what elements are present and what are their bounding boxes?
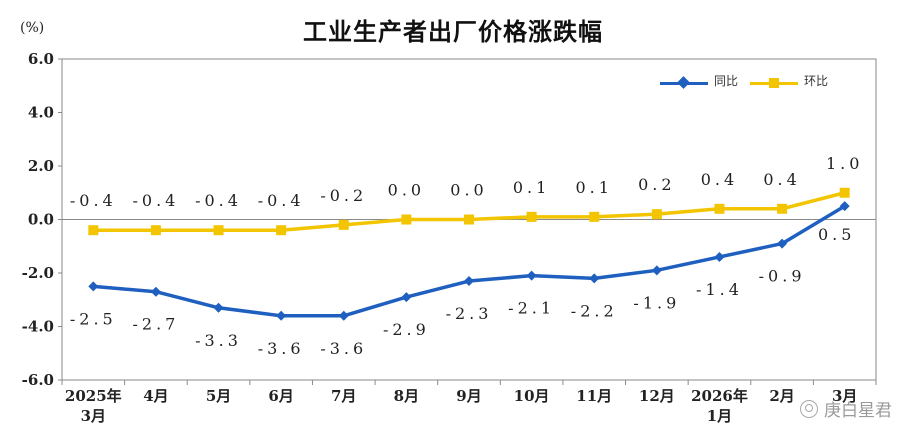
data-label: -2.3: [446, 304, 493, 323]
x-tick-label: 2月: [769, 387, 794, 405]
data-label: -2.9: [383, 320, 430, 339]
wechat-icon: [800, 399, 818, 418]
y-tick-label: 0.0: [28, 211, 54, 229]
data-label: 1.0: [826, 154, 863, 173]
data-label: -1.9: [633, 293, 680, 312]
data-label: -2.2: [571, 301, 618, 320]
data-point-marker: [714, 251, 725, 262]
data-point-marker: [651, 209, 662, 220]
data-label: -3.3: [195, 331, 242, 350]
data-point-marker: [276, 310, 287, 321]
data-point-marker: [464, 276, 474, 287]
data-point-marker: [150, 286, 161, 297]
data-label: 0.1: [576, 178, 613, 197]
data-point-marker: [213, 302, 224, 313]
data-label: -2.1: [508, 299, 555, 318]
data-point-marker: [150, 225, 161, 236]
data-point-marker: [338, 219, 349, 230]
x-tick-label: 2025年: [65, 387, 122, 405]
data-label: -0.4: [195, 191, 242, 210]
x-tick-label: 9月: [456, 387, 481, 405]
data-label: 0.4: [701, 170, 738, 189]
data-label: 0.2: [638, 175, 675, 194]
y-tick-label: 4.0: [28, 104, 54, 122]
data-label: -1.4: [696, 280, 743, 299]
data-label: -2.7: [132, 315, 179, 334]
data-label: 0.4: [763, 170, 800, 189]
x-tick-label: 3月: [832, 387, 857, 405]
data-label: -0.4: [258, 191, 305, 210]
data-point-marker: [526, 270, 537, 281]
legend-label: 环比: [804, 74, 829, 88]
data-label: -3.6: [320, 339, 367, 358]
x-tick-label: 10月: [514, 387, 550, 405]
data-label: -0.9: [759, 267, 806, 286]
data-point-marker: [651, 265, 662, 276]
y-tick-label: -4.0: [22, 318, 54, 336]
watermark-text: 庚白星君: [824, 401, 892, 421]
data-point-marker: [839, 201, 850, 212]
data-point-marker: [526, 211, 537, 222]
data-label: -0.4: [70, 191, 117, 210]
data-label: 0.5: [818, 225, 855, 244]
data-point-marker: [589, 211, 600, 222]
data-label: 0.1: [513, 178, 550, 197]
x-tick-label: 11月: [576, 387, 612, 405]
x-tick-label: 6月: [268, 387, 293, 405]
x-tick-label: 3月: [81, 407, 106, 425]
x-tick-label: 12月: [639, 387, 675, 405]
data-point-marker: [401, 292, 412, 303]
x-tick-label: 2026年: [691, 387, 748, 405]
data-point-marker: [464, 214, 474, 225]
data-point-marker: [777, 238, 788, 249]
watermark: 庚白星君: [800, 396, 892, 421]
data-label: -0.4: [132, 191, 179, 210]
data-label: 0.0: [450, 181, 487, 200]
data-point-marker: [88, 281, 99, 292]
x-tick-label: 7月: [331, 387, 356, 405]
y-tick-label: 6.0: [28, 50, 54, 68]
data-point-marker: [589, 273, 600, 284]
data-point-marker: [338, 310, 349, 321]
legend-label: 同比: [714, 74, 739, 88]
x-tick-label: 5月: [206, 387, 231, 405]
data-label: -3.6: [258, 339, 305, 358]
y-tick-label: -6.0: [22, 371, 54, 389]
chart-title: 工业生产者出厂价格涨跌幅: [303, 18, 603, 46]
data-label: 0.0: [388, 181, 425, 200]
legend-marker: [769, 78, 779, 88]
data-label: -0.2: [320, 186, 367, 205]
y-tick-label: 2.0: [28, 157, 54, 175]
x-tick-label: 4月: [143, 387, 168, 405]
data-label: -2.5: [70, 309, 117, 328]
x-tick-label: 8月: [394, 387, 419, 405]
data-point-marker: [714, 203, 725, 214]
data-point-marker: [88, 225, 99, 236]
data-point-marker: [839, 187, 850, 198]
y-axis-unit: (%): [20, 20, 45, 36]
y-tick-label: -2.0: [22, 264, 54, 282]
data-point-marker: [213, 225, 224, 236]
data-point-marker: [276, 225, 287, 236]
x-tick-label: 1月: [707, 407, 732, 425]
data-point-marker: [401, 214, 412, 225]
data-point-marker: [777, 203, 788, 214]
